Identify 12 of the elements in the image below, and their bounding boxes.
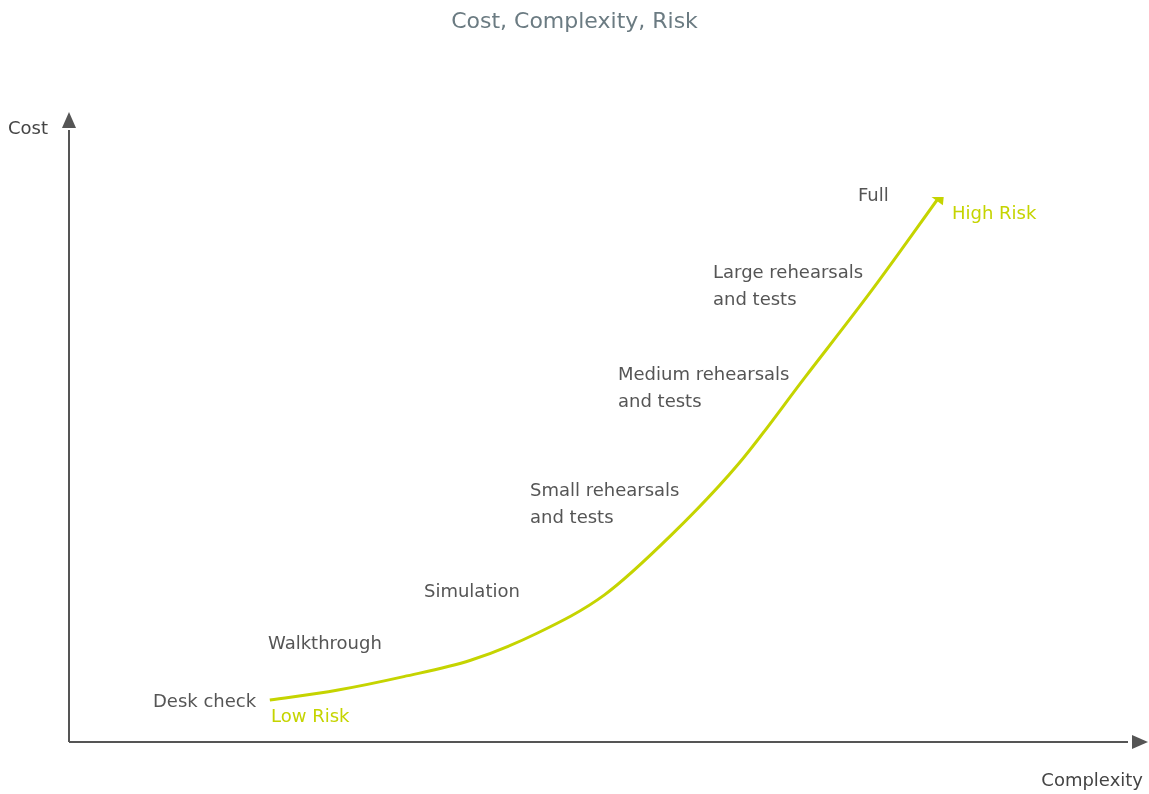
annotation: Medium rehearsals and tests	[618, 362, 790, 411]
annotation: Simulation	[424, 579, 520, 601]
annotation: Small rehearsals and tests	[530, 478, 680, 527]
annotation: Walkthrough	[268, 631, 382, 653]
chart-title: Cost, Complexity, Risk	[451, 7, 699, 33]
y-axis-title: Cost	[8, 116, 49, 138]
annotation: High Risk	[952, 201, 1037, 223]
x-axis-title: Complexity	[1041, 768, 1144, 790]
annotation: Desk check	[153, 689, 257, 711]
annotation: Large rehearsals and tests	[713, 260, 864, 309]
annotation: Low Risk	[271, 704, 351, 726]
annotation: Full	[858, 183, 889, 205]
